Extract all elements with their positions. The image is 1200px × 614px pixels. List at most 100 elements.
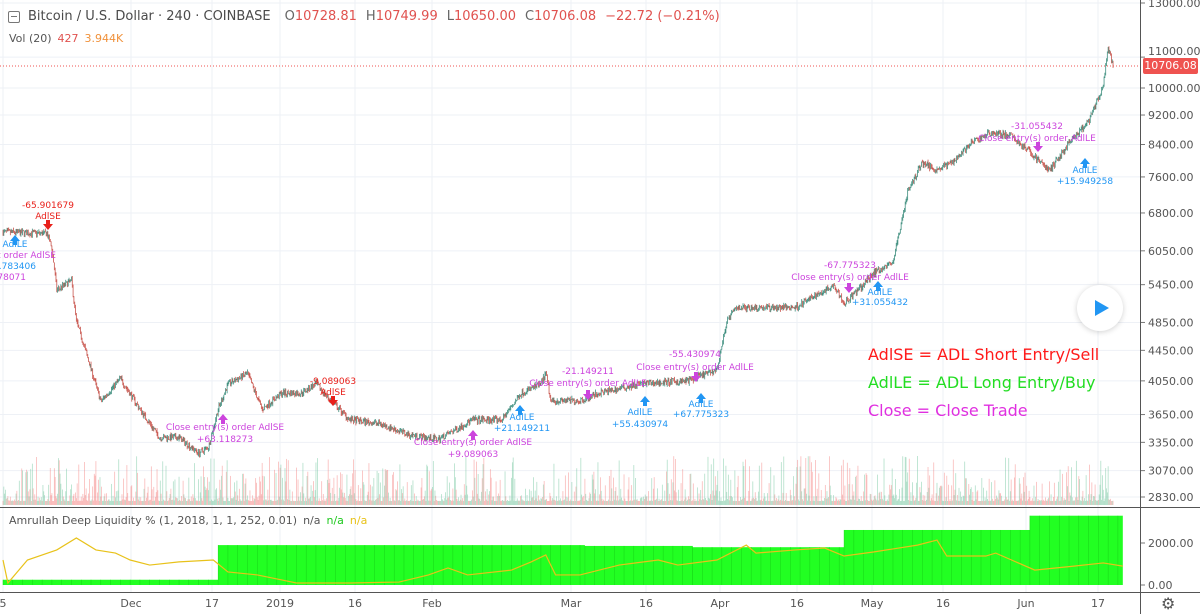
close-value: 10706.08 — [534, 9, 597, 24]
gear-icon[interactable]: ⚙ — [1161, 594, 1176, 613]
volume-bars — [2, 456, 1114, 505]
arrow-down-icon — [1033, 142, 1043, 152]
annotation-close: -67.775323 Close entry(s) order AdlLE — [791, 261, 909, 293]
annotation-long: AdlLE+67.775323 — [673, 393, 729, 420]
annotation-text: AdlSE — [35, 212, 61, 222]
time-axis-label: Feb — [422, 597, 441, 610]
price-axis-label: 13000.00 — [1148, 0, 1200, 10]
high-value: 10749.99 — [375, 9, 438, 24]
annotation-close: Close entry(s) order AdlSE +63.118273 — [166, 414, 285, 445]
legend-long: AdlLE = ADL Long Entry/Buy — [868, 373, 1096, 392]
indicator-step — [218, 545, 585, 585]
annotation-text: 7.783406 — [0, 262, 36, 272]
annotation-text: -21.149211 — [562, 367, 614, 377]
indicator-step — [692, 547, 845, 585]
price-axis-label: 4450.00 — [1148, 344, 1194, 357]
annotation-text: -31.055432 — [1011, 122, 1063, 132]
annotation-text: 478071 — [0, 273, 26, 283]
annotation-long: AdlLE+31.055432 — [852, 281, 908, 308]
annotation-text: AdlLE — [628, 408, 653, 418]
annotation-text: Close entry(s) order AdlLE — [791, 273, 909, 283]
arrow-up-icon — [10, 235, 20, 245]
annotation-text: -55.430974 — [669, 350, 721, 360]
indicator-axis-label: 2000.00 — [1148, 537, 1194, 550]
annotation-text: st order AdlSE — [0, 251, 56, 261]
arrow-down-icon — [43, 220, 53, 230]
arrow-down-icon — [844, 283, 854, 293]
annotation-text: +9.089063 — [448, 450, 498, 460]
close-label: C — [525, 9, 535, 24]
time-axis-label: 16 — [639, 597, 653, 610]
price-axis-label: 3070.00 — [1148, 465, 1194, 478]
time-axis-label: 2019 — [266, 597, 294, 610]
indicator-value-3: n/a — [349, 514, 368, 527]
last-price-label: 10706.08 — [1143, 58, 1198, 74]
indicator-line — [2, 537, 1123, 585]
arrow-up-icon — [640, 396, 650, 406]
price-axis-label: 2830.00 — [1148, 491, 1194, 504]
collapse-icon[interactable] — [8, 10, 20, 23]
volume-legend[interactable]: Vol (20) 427 3.944K — [9, 32, 123, 45]
annotation-text: AdlLE — [689, 400, 714, 410]
time-axis-label: 5 — [0, 597, 7, 610]
annotation-text: +31.055432 — [852, 298, 908, 308]
time-axis-label: 17 — [1091, 597, 1105, 610]
annotation-long: AdlLE7.783406 — [0, 235, 36, 272]
annotation-close: st order AdlSE — [0, 251, 56, 261]
annotation-text: Close entry(s) order AdlLE — [636, 363, 754, 373]
indicator-legend[interactable]: Amrullah Deep Liquidity % (1, 2018, 1, 1… — [9, 514, 367, 527]
high-label: H — [365, 9, 376, 24]
price-axis-label: 4050.00 — [1148, 375, 1194, 388]
time-axis-label: Dec — [120, 597, 141, 610]
arrow-down-icon — [691, 372, 701, 382]
trade-annotations: -65.901679AdlSEst order AdlSEAdlLE7.7834… — [0, 122, 1113, 460]
arrow-up-icon — [468, 430, 478, 440]
time-axis-label: Mar — [561, 597, 582, 610]
replay-play-button[interactable] — [1077, 285, 1123, 331]
arrow-up-icon — [1080, 158, 1090, 168]
price-axis-label: 7600.00 — [1148, 171, 1194, 184]
time-axis-label: May — [861, 597, 884, 610]
price-axis-label: 4850.00 — [1148, 316, 1194, 329]
time-axis-label: Jun — [1016, 597, 1034, 610]
annotation-text: -67.775323 — [824, 261, 876, 271]
annotation-text: +63.118273 — [197, 435, 253, 445]
indicator-axis-label: 0.00 — [1148, 579, 1173, 592]
candles — [2, 46, 1114, 458]
annotation-text: AdlLE — [1073, 166, 1098, 176]
annotation-text: Close entry(s) order AdlLE — [529, 379, 647, 389]
grid — [0, 0, 1140, 592]
annotation-text: AdlLE — [510, 413, 535, 423]
price-axis-label: 9200.00 — [1148, 109, 1194, 122]
annotation-text: -9.089063 — [310, 377, 356, 387]
annotation-close: -55.430974 Close entry(s) order AdlLE — [636, 350, 754, 382]
indicator-value-2: n/a — [326, 514, 344, 527]
indicator-step — [844, 529, 1030, 585]
price-axis-label: 10000.00 — [1148, 82, 1200, 95]
low-value: 10650.00 — [453, 9, 516, 24]
volume-ma-value: 3.944K — [84, 32, 124, 45]
time-axis-label: 16 — [936, 597, 950, 610]
arrow-down-icon — [583, 390, 593, 400]
indicator-step — [584, 545, 693, 585]
time-axis-label: 17 — [205, 597, 219, 610]
time-axis-label: 16 — [790, 597, 804, 610]
indicator-pane — [2, 515, 1123, 585]
indicator-label: Amrullah Deep Liquidity % (1, 2018, 1, 1… — [9, 514, 298, 527]
open-value: 10728.81 — [294, 9, 357, 24]
annotation-text: Close entry(s) order AdlSE — [166, 423, 285, 433]
arrow-up-icon — [515, 405, 525, 415]
legend-short: AdlSE = ADL Short Entry/Sell — [868, 345, 1100, 364]
volume-value: 427 — [57, 32, 79, 45]
open-label: O — [284, 9, 295, 24]
indicator-step — [1029, 515, 1123, 585]
arrow-up-icon — [696, 393, 706, 403]
price-axis-label: 11000.00 — [1148, 45, 1200, 58]
price-axis-label: 6800.00 — [1148, 207, 1194, 220]
low-label: L — [446, 9, 454, 24]
price-axis-label: 6050.00 — [1148, 245, 1194, 258]
annotation-close: 478071 — [0, 273, 26, 283]
